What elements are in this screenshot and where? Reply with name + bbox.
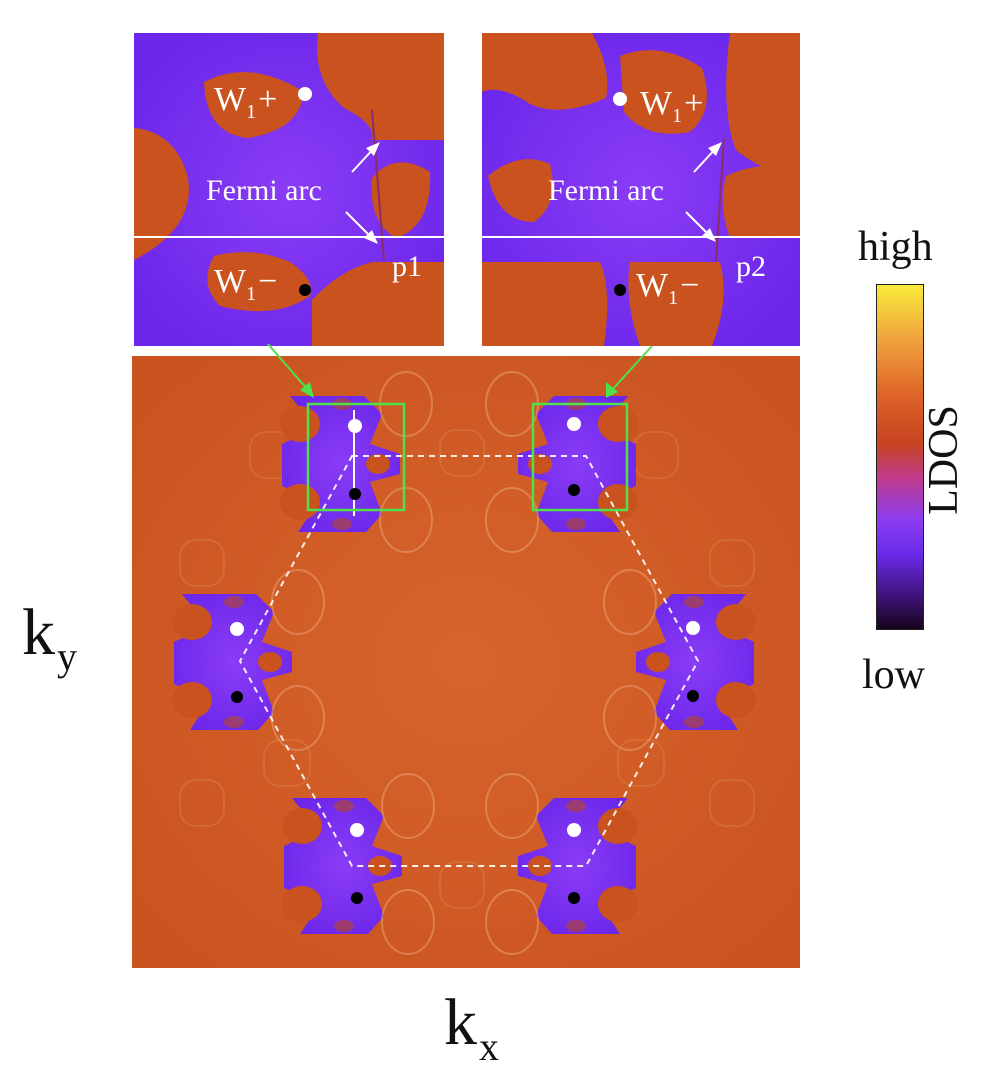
ldos-map [132, 343, 800, 968]
weyl-plus-label-left: W1+ [214, 81, 277, 123]
weyl-plus-marker-right [613, 92, 627, 106]
ldos-colorbar [876, 284, 924, 630]
brillouin-zone-boundary [238, 455, 700, 867]
colorbar-high-label: high [858, 224, 933, 270]
kx-axis-label: kx [444, 986, 499, 1069]
fermi-arc-label-left: Fermi arc [206, 174, 322, 207]
weyl-minus-label-right: W1− [636, 267, 699, 309]
weyl-minus-marker-left [299, 284, 311, 296]
weyl-plus-label-right: W1+ [640, 85, 703, 127]
point-label-p1: p1 [392, 250, 422, 283]
inset-right: W1+ Fermi arc p2 W1− [482, 33, 800, 346]
point-label-p2: p2 [736, 250, 766, 283]
weyl-minus-points [231, 484, 699, 904]
weyl-plus-marker-left [298, 87, 312, 101]
weyl-minus-label-left: W1− [214, 263, 277, 305]
colorbar-low-label: low [862, 652, 925, 698]
fermi-arc-label-right: Fermi arc [548, 174, 664, 207]
highlight-box-left [306, 402, 406, 512]
inset-left: W1+ Fermi arc p1 W1− [134, 33, 444, 346]
ky-axis-label: ky [22, 596, 77, 679]
weyl-plus-points [230, 417, 700, 837]
colorbar-title: LDOS [921, 405, 967, 515]
weyl-minus-marker-right [614, 284, 626, 296]
highlight-box-right [531, 402, 629, 512]
